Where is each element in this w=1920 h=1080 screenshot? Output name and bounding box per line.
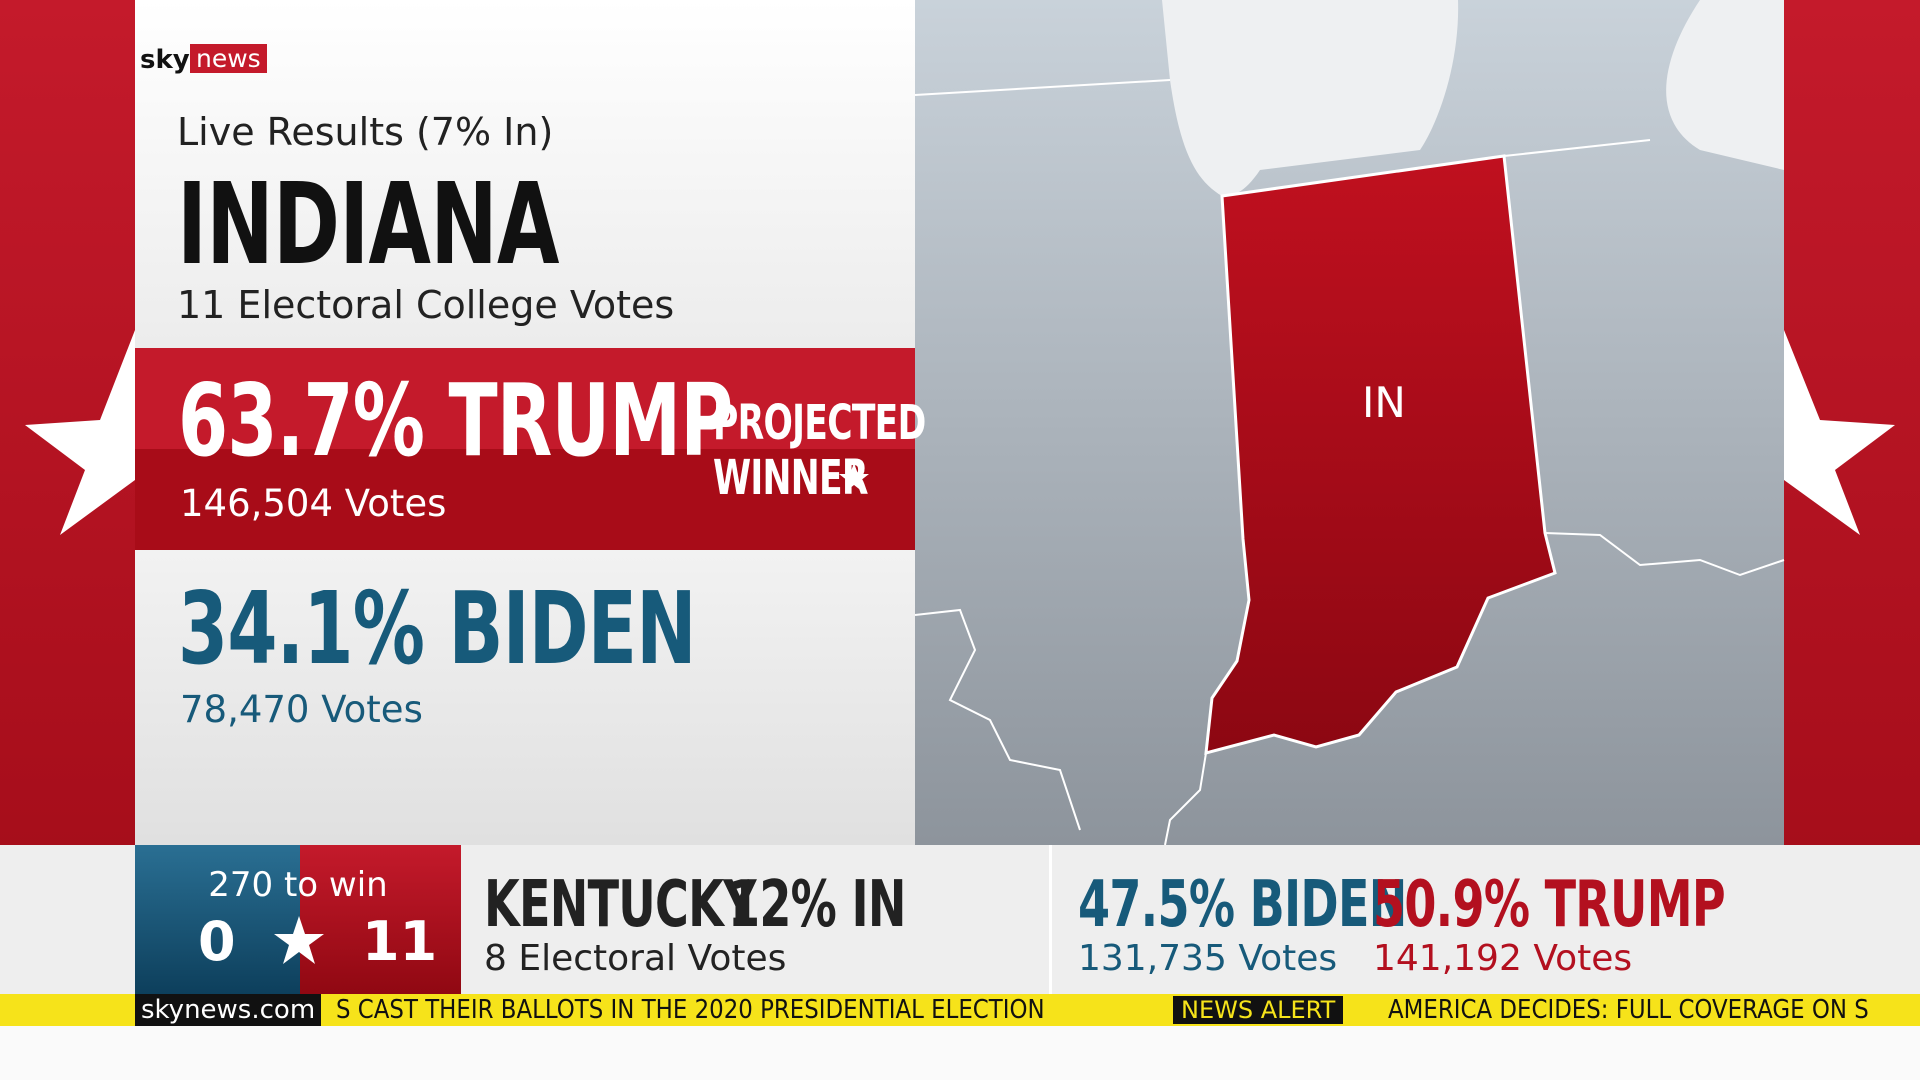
tally-target: 270 to win — [208, 865, 388, 905]
candidate-votes: 141,192 Votes — [1373, 938, 1633, 979]
ticker-alert: NEWS ALERT — [1173, 996, 1344, 1024]
other-state: KENTUCKY — [484, 868, 756, 942]
candidate-votes: 131,735 Votes — [1078, 938, 1338, 979]
ticker-next: AMERICA DECIDES: FULL COVERAGE ON S — [1388, 995, 1869, 1025]
trailer-result: 34.1% BIDEN — [178, 570, 697, 687]
tally-left-bg — [135, 845, 300, 994]
candidate-result: 50.9% TRUMP — [1373, 868, 1726, 942]
candidate-result: 47.5% BIDEN — [1078, 868, 1407, 942]
map-label: IN — [1362, 378, 1406, 427]
ticker-headline: S CAST THEIR BALLOTS IN THE 2020 PRESIDE… — [336, 995, 1045, 1025]
leader-result: 63.7% TRUMP — [178, 362, 733, 479]
other-reported: 12% IN — [728, 868, 906, 942]
tally-star — [274, 916, 324, 964]
footer-strip — [0, 1026, 1920, 1080]
electoral-votes: 11 Electoral College Votes — [177, 283, 675, 327]
leader-votes: 146,504 Votes — [180, 482, 447, 525]
leader-panel — [135, 348, 915, 550]
brand-sky: sky — [140, 45, 190, 75]
state: INDIANA — [177, 160, 559, 290]
tally-right-bg — [300, 845, 461, 994]
status: Live Results (7% In) — [177, 110, 554, 154]
other-electoral: 8 Electoral Votes — [484, 938, 787, 979]
brand-news: news — [190, 44, 267, 73]
divider — [1049, 845, 1052, 994]
trailer-panel — [135, 550, 915, 845]
trailer-votes: 78,470 Votes — [180, 688, 423, 731]
ticker-site: skynews.com — [135, 994, 322, 1026]
winner-star — [839, 463, 869, 492]
tally-left: 0 — [198, 910, 236, 973]
winner: WINNER — [713, 450, 868, 506]
projected: PROJECTED — [713, 395, 926, 451]
tally-right: 11 — [362, 910, 438, 973]
